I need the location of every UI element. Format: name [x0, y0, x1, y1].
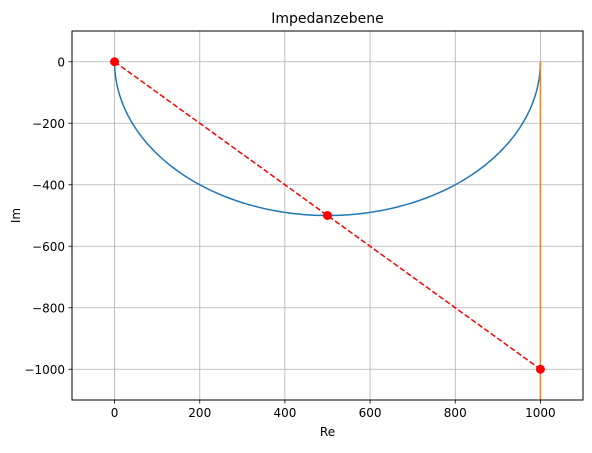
y-tick-label: −600 — [32, 240, 65, 254]
x-tick-label: 0 — [111, 406, 119, 420]
plot-area — [110, 57, 545, 400]
series-2-point — [535, 364, 545, 374]
chart-title: Impedanzebene — [271, 11, 384, 27]
series-0-line — [113, 61, 542, 217]
y-tick-label: 0 — [57, 55, 65, 69]
x-tick-label: 1000 — [525, 406, 556, 420]
axes-frame — [71, 30, 584, 401]
ticks: 0 200 400 600 800 1000 0 −200 −400 −600 −800 −1000 — [24, 55, 555, 420]
y-tick-label: −1000 — [24, 363, 65, 377]
y-tick-label: −400 — [32, 178, 65, 192]
y-tick-label: −200 — [32, 117, 65, 131]
x-axis-label: Re — [320, 425, 335, 439]
series-2-point — [110, 57, 120, 67]
x-tick-label: 400 — [273, 406, 296, 420]
y-tick-label: −800 — [32, 301, 65, 315]
x-tick-label: 200 — [188, 406, 211, 420]
x-tick-label: 600 — [359, 406, 382, 420]
series-2-point — [323, 211, 332, 220]
y-axis-label: Im — [9, 208, 23, 223]
x-tick-label: 800 — [444, 406, 467, 420]
